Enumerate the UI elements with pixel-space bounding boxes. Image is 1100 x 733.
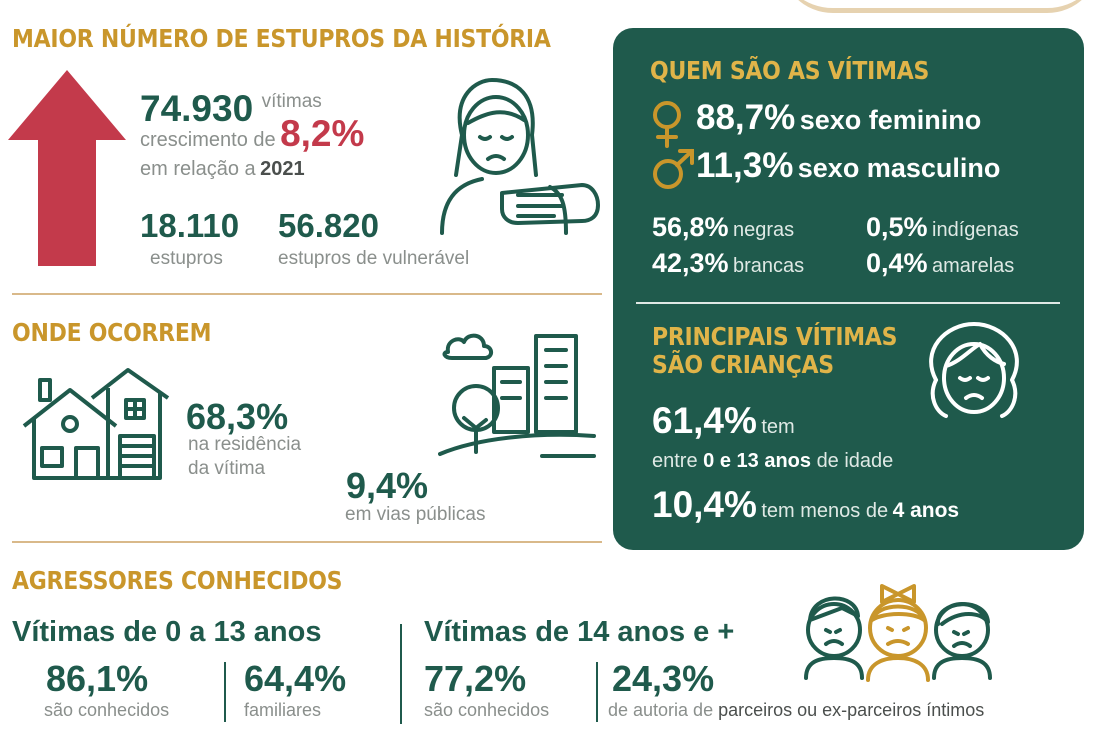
race-value: 0,4% — [866, 248, 928, 278]
group1-title: Vítimas de 0 a 13 anos — [12, 616, 322, 648]
g2a-label: são conhecidos — [424, 700, 550, 720]
g2b-value: 24,3% — [612, 658, 715, 699]
race-value: 42,3% — [652, 248, 729, 278]
girl-face-icon — [929, 322, 1019, 418]
growth-prefix: crescimento de — [140, 129, 276, 151]
compare-line: em relação a 2021 — [140, 158, 305, 181]
race-label: brancas — [733, 255, 805, 277]
total-value: 74.930 — [140, 88, 254, 129]
up-arrow-icon — [8, 70, 126, 266]
female-symbol-icon — [653, 101, 681, 148]
stat-vulnerable-label: estupros de vulnerável — [278, 248, 470, 269]
race-value: 0,5% — [866, 212, 928, 242]
total-victims: 74.930 vítimas — [140, 88, 322, 130]
g1a-value: 86,1% — [46, 658, 149, 699]
section-title-where: ONDE OCORREM — [12, 318, 212, 347]
g2b-label-bold: parceiros ou ex-parceiros íntimos — [718, 700, 985, 720]
divider-2 — [12, 541, 602, 543]
children-title-1: PRINCIPAIS VÍTIMAS — [652, 322, 898, 351]
g2b-label: de autoria de parceiros ou ex-parceiros … — [608, 700, 984, 721]
race-label: indígenas — [932, 219, 1019, 241]
stat-vulnerable-value: 56.820 — [278, 207, 379, 244]
male-value: 11,3% — [696, 146, 794, 185]
g2a-value: 77,2% — [424, 658, 527, 699]
top-decoration — [780, 0, 1100, 13]
race-label: negras — [733, 219, 795, 241]
c2-value: 10,4% — [652, 484, 757, 525]
g1b-value: 64,4% — [244, 658, 347, 699]
home-label-2: da vítima — [188, 458, 266, 479]
growth-value: 8,2% — [280, 113, 365, 154]
houses-icon — [22, 368, 170, 480]
g1a-label: são conhecidos — [44, 700, 170, 720]
g1-separator — [224, 662, 226, 722]
stat-rapes-label: estupros — [150, 248, 223, 269]
race-indigenas: 0,5% indígenas — [866, 212, 1019, 243]
children-title-2: SÃO CRIANÇAS — [652, 350, 834, 379]
c1-value: 61,4% — [652, 400, 757, 441]
compare-prefix: em relação a — [140, 158, 256, 180]
race-brancas: 42,3% brancas — [652, 248, 804, 279]
female-line: 88,7% sexo feminino — [696, 98, 981, 138]
group2-title: Vítimas de 14 anos e + — [424, 616, 735, 648]
home-label-1: na residência — [188, 434, 302, 455]
section-title-aggressors: AGRESSORES CONHECIDOS — [12, 566, 343, 595]
city-park-icon — [438, 333, 596, 458]
c2-prefix: tem menos de — [761, 500, 889, 522]
children-stat-2: 10,4% tem menos de 4 anos — [652, 484, 959, 526]
g1b-label: familiares — [244, 700, 322, 720]
race-amarelas: 0,4% amarelas — [866, 248, 1014, 279]
female-value: 88,7% — [696, 98, 796, 137]
c1-line2-prefix: entre — [652, 450, 698, 472]
c2-bold: 4 anos — [892, 499, 960, 522]
woman-hand-icon — [440, 78, 600, 235]
group-separator — [400, 624, 402, 724]
street-value: 9,4% — [346, 465, 429, 506]
section-title-history: MAIOR NÚMERO DE ESTUPROS DA HISTÓRIA — [12, 24, 551, 53]
children-faces-icon — [804, 584, 992, 682]
panel-divider — [636, 302, 1060, 304]
male-symbol-icon — [653, 149, 694, 189]
total-unit: vítimas — [261, 91, 322, 112]
children-stat-1: 61,4% tem — [652, 400, 795, 442]
growth-line: crescimento de 8,2% — [140, 113, 364, 155]
street-label: em vias públicas — [345, 504, 486, 525]
race-value: 56,8% — [652, 212, 729, 242]
c1-line2-bold: 0 e 13 anos — [703, 450, 811, 472]
g2-separator — [596, 662, 598, 722]
home-value: 68,3% — [186, 396, 289, 437]
male-label: sexo masculino — [797, 153, 1001, 183]
compare-year: 2021 — [260, 158, 305, 180]
victims-panel — [613, 28, 1084, 550]
g2b-label-prefix: de autoria de — [608, 700, 714, 720]
divider-1 — [12, 293, 602, 295]
c1-suffix: tem — [761, 416, 795, 438]
stat-rapes-value: 18.110 — [140, 207, 240, 244]
c1-line2-suffix: de idade — [816, 450, 894, 472]
female-label: sexo feminino — [799, 105, 982, 135]
race-label: amarelas — [932, 255, 1015, 277]
male-line: 11,3% sexo masculino — [696, 146, 1000, 186]
race-negras: 56,8% negras — [652, 212, 794, 243]
panel-title: QUEM SÃO AS VÍTIMAS — [650, 56, 930, 85]
children-stat-1-line2: entre 0 e 13 anos de idade — [652, 450, 893, 473]
